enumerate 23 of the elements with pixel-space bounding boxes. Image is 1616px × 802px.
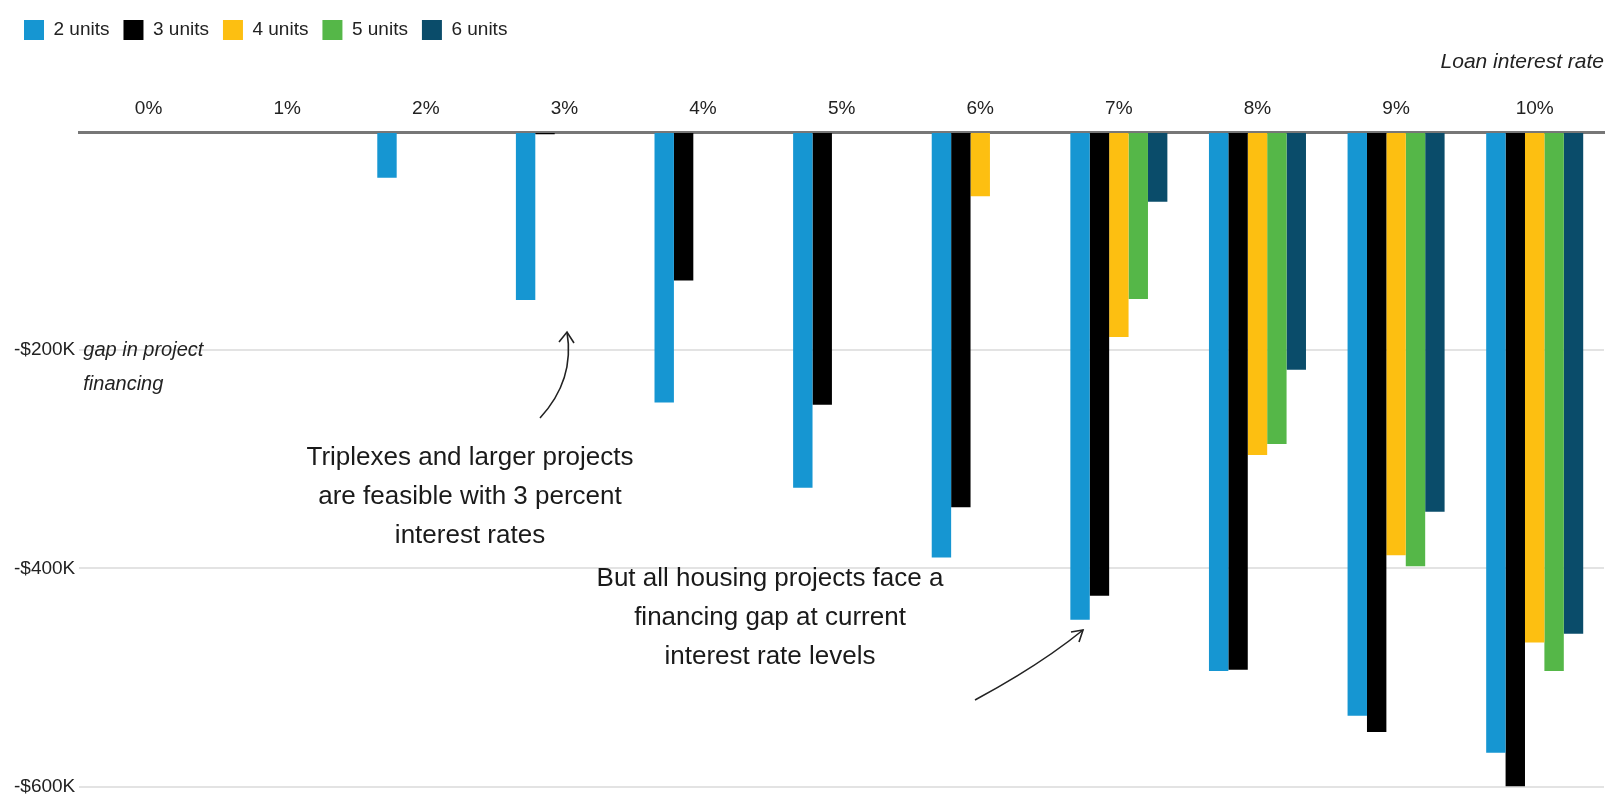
x-tick-label: 2% xyxy=(412,96,440,118)
x-tick-label: 0% xyxy=(134,96,163,118)
x-tick-label: 6% xyxy=(966,96,995,118)
x-tick-label: 7% xyxy=(1105,96,1133,118)
x-axis-title: Loan interest rate xyxy=(1440,49,1604,73)
y-tick-label: -$400K xyxy=(13,556,76,578)
annotation: Triplexes and larger projects are feasible with 3 percent interest rates xyxy=(306,441,634,550)
x-tick-label: 1% xyxy=(273,96,302,118)
legend-label: 4 units xyxy=(252,18,309,40)
legend-label: 3 units xyxy=(152,18,209,40)
x-tick-label: 9% xyxy=(1382,96,1410,118)
x-tick-label: 8% xyxy=(1243,96,1272,118)
x-tick-label: 4% xyxy=(689,96,717,118)
x-tick-label: 10% xyxy=(1515,96,1554,118)
y-axis-title: gap in project financing xyxy=(83,337,205,394)
x-tick-label: 3% xyxy=(550,96,579,118)
y-tick-label: -$600K xyxy=(13,774,76,796)
y-tick-label: -$200K xyxy=(13,338,76,360)
legend-label: 2 units xyxy=(53,18,110,40)
legend-label: 6 units xyxy=(451,18,508,40)
x-tick-label: 5% xyxy=(827,96,856,118)
legend-label: 5 units xyxy=(351,18,408,40)
annotation: But all housing projects face a financing gap at current interest rate levels xyxy=(596,562,944,671)
